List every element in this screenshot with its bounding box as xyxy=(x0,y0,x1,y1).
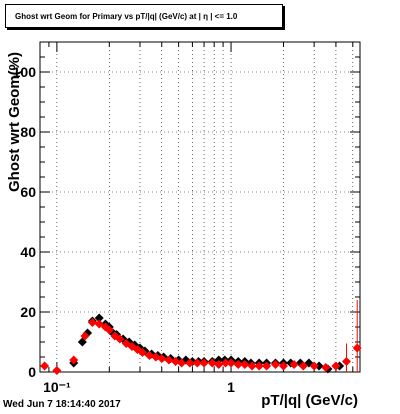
red-marker xyxy=(226,358,236,368)
red-marker xyxy=(262,361,272,371)
x-tick-label: 1 xyxy=(227,379,235,395)
red-marker xyxy=(331,361,341,371)
y-tick-label: 20 xyxy=(20,304,36,320)
black-marker xyxy=(94,313,104,323)
red-marker xyxy=(144,351,154,360)
red-marker xyxy=(298,361,308,371)
red-marker xyxy=(247,361,257,371)
red-marker xyxy=(341,357,351,366)
chart-title: Ghost wrt Geom for Primary vs pT/|q| (Ge… xyxy=(15,11,238,21)
red-marker xyxy=(321,363,331,372)
red-marker xyxy=(157,354,167,363)
red-marker xyxy=(289,360,299,369)
red-marker xyxy=(94,319,104,329)
red-marker xyxy=(240,360,250,369)
red-marker xyxy=(115,334,125,344)
red-marker xyxy=(177,358,187,368)
red-marker xyxy=(352,343,362,353)
red-marker xyxy=(87,318,97,327)
red-marker xyxy=(104,325,114,335)
red-marker xyxy=(214,360,224,369)
red-marker xyxy=(171,357,181,366)
red-marker xyxy=(221,358,231,368)
red-marker xyxy=(137,348,147,357)
timestamp: Wed Jun 7 18:14:40 2017 xyxy=(3,399,121,410)
red-marker xyxy=(164,355,174,365)
black-marker xyxy=(314,361,324,371)
x-tick-label: 10⁻¹ xyxy=(43,379,71,395)
red-marker xyxy=(80,331,90,341)
red-marker xyxy=(52,366,62,375)
red-marker xyxy=(309,361,319,371)
y-tick-label: 100 xyxy=(13,64,37,80)
y-tick-label: 40 xyxy=(20,244,36,260)
y-tick-label: 60 xyxy=(20,184,36,200)
tick-labels: 0 20 40 60 80 100 10⁻¹ 1 xyxy=(13,64,236,395)
grid-lines xyxy=(40,42,360,372)
red-marker xyxy=(199,358,209,368)
y-tick-label: 0 xyxy=(28,364,36,380)
red-marker xyxy=(185,358,195,368)
y-axis-label: Ghost wrt Geom(%) xyxy=(6,52,23,192)
red-marker xyxy=(121,339,131,348)
red-marker xyxy=(207,358,217,368)
red-marker xyxy=(233,360,243,369)
x-axis-label: pT/|q| (GeV/c) xyxy=(261,392,358,409)
red-marker xyxy=(254,361,264,371)
red-marker xyxy=(192,358,202,368)
chart-title-box: Ghost wrt Geom for Primary vs pT/|q| (Ge… xyxy=(5,4,283,28)
red-marker xyxy=(40,361,50,371)
red-marker xyxy=(271,360,281,369)
red-marker xyxy=(69,355,79,365)
red-marker xyxy=(278,361,288,371)
data-markers xyxy=(40,300,362,375)
y-tick-label: 80 xyxy=(20,124,36,140)
